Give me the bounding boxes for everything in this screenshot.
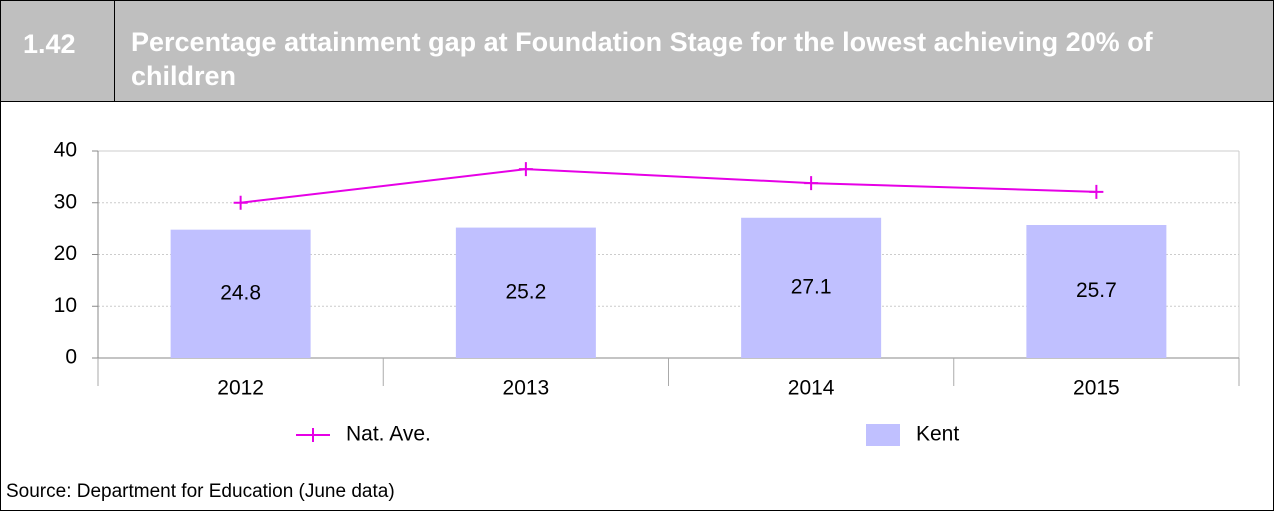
x-tick-label: 2015 [1073,377,1120,400]
x-tick-label: 2012 [217,377,264,400]
x-tick-label: 2014 [788,377,835,400]
data-label: 24.8 [220,281,261,304]
data-label: 25.7 [1076,279,1117,302]
x-tick-label: 2013 [503,377,550,400]
source-note: Source: Department for Education (June d… [6,481,395,502]
marker [1089,184,1104,199]
data-label: 27.1 [791,275,832,298]
y-tick-label: 0 [65,346,77,369]
legend-swatch [296,428,330,442]
bar [170,229,311,358]
y-tick-label: 40 [54,139,77,162]
bar [1026,225,1167,358]
bar [455,227,596,358]
marker [518,162,533,177]
marker [233,195,248,210]
line [240,168,1097,204]
legend-label: Nat. Ave. [346,423,431,446]
bar [741,217,882,358]
y-tick-label: 30 [54,190,77,213]
legend-label: Kent [916,423,959,446]
y-tick-label: 20 [54,242,77,265]
y-tick-label: 10 [54,294,77,317]
chart-title: Percentage attainment gap at Foundation … [131,27,1153,91]
section-number: 1.42 [1,1,115,101]
marker [804,176,819,191]
data-label: 25.2 [505,280,546,303]
header: 1.42 Percentage attainment gap at Founda… [1,1,1273,102]
legend-swatch [866,424,900,446]
